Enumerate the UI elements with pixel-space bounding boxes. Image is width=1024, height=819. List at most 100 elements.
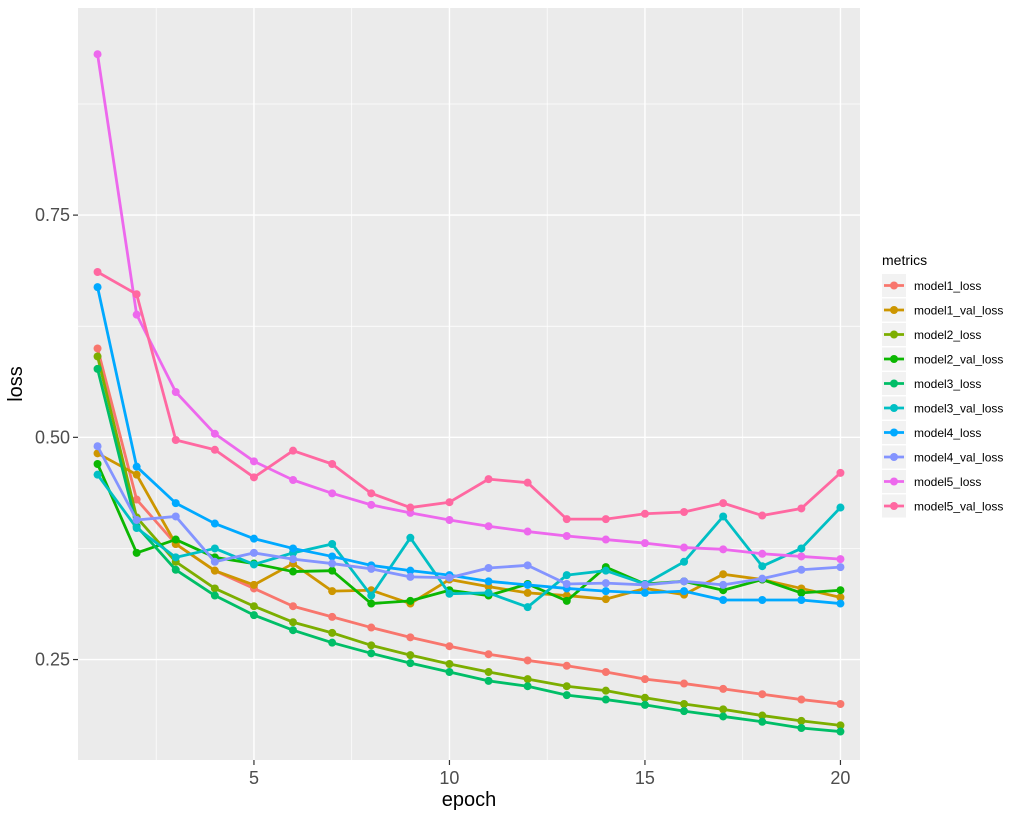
data-point <box>445 498 454 507</box>
data-point <box>719 512 728 521</box>
data-point <box>836 700 845 708</box>
data-point <box>171 553 180 562</box>
series-line <box>96 270 842 521</box>
data-point <box>484 588 493 597</box>
data-point <box>680 577 689 586</box>
legend-key-point <box>890 502 898 510</box>
data-point <box>210 445 219 454</box>
data-point <box>680 543 689 552</box>
data-point <box>719 596 728 604</box>
data-point <box>445 660 454 668</box>
y-axis-title: loss <box>5 366 27 402</box>
data-point <box>132 470 141 479</box>
data-point <box>484 577 493 586</box>
legend-label: model1_loss <box>914 279 981 293</box>
data-point <box>328 489 337 498</box>
data-point <box>484 650 493 659</box>
series-line <box>96 355 842 727</box>
data-point <box>601 579 610 588</box>
data-point <box>93 344 102 353</box>
data-point <box>445 589 454 598</box>
data-point <box>328 638 337 647</box>
data-point <box>93 283 102 292</box>
data-point <box>289 544 298 553</box>
data-point <box>797 504 806 513</box>
data-point <box>836 503 845 512</box>
data-point <box>249 580 258 589</box>
data-point <box>328 460 337 468</box>
data-point <box>328 587 337 596</box>
legend-label: model3_loss <box>914 377 981 391</box>
data-point <box>562 515 571 524</box>
data-point <box>445 516 454 524</box>
data-point <box>445 573 454 582</box>
data-point <box>523 656 532 665</box>
legend-item: model5_loss <box>882 470 981 493</box>
legend-label: model1_val_loss <box>914 304 1003 318</box>
data-point <box>601 535 610 544</box>
series-model3_loss <box>93 364 845 736</box>
data-point <box>719 705 728 714</box>
data-point <box>367 564 376 573</box>
data-point <box>445 668 454 676</box>
data-point <box>367 500 376 509</box>
x-tick-label: 10 <box>439 768 459 788</box>
data-point <box>836 599 845 608</box>
data-point <box>406 566 415 575</box>
data-point <box>836 468 845 477</box>
data-point <box>93 268 102 276</box>
data-point <box>210 584 219 593</box>
series-layer <box>93 50 845 736</box>
data-point <box>132 495 141 504</box>
data-point <box>484 668 493 676</box>
data-point <box>93 470 102 479</box>
data-point <box>562 682 571 691</box>
legend-item: model3_val_loss <box>882 396 1003 420</box>
data-point <box>171 499 180 508</box>
data-point <box>289 446 298 455</box>
legend-item: model1_loss <box>882 274 981 297</box>
data-point <box>367 489 376 498</box>
legend-key-point <box>890 453 898 461</box>
data-point <box>328 559 337 568</box>
data-point <box>132 290 141 299</box>
data-point <box>210 557 219 566</box>
data-point <box>406 633 415 642</box>
data-point <box>210 519 219 528</box>
data-point <box>836 555 845 564</box>
data-point <box>132 310 141 319</box>
data-point <box>719 570 728 579</box>
data-point <box>249 473 258 482</box>
legend: metrics model1_loss model1_val_loss model2… <box>882 252 1003 518</box>
legend-item: model2_loss <box>882 323 981 346</box>
x-axis-title: epoch <box>442 789 497 811</box>
data-point <box>758 562 767 571</box>
data-point <box>640 580 649 589</box>
data-point <box>249 611 258 620</box>
data-point <box>836 721 845 730</box>
data-point <box>367 649 376 658</box>
data-point <box>523 682 532 691</box>
data-point <box>640 700 649 709</box>
data-point <box>445 642 454 651</box>
data-point <box>601 515 610 524</box>
x-tick-label: 5 <box>249 768 259 788</box>
data-point <box>601 566 610 575</box>
data-point <box>289 626 298 635</box>
data-point <box>640 539 649 548</box>
data-point <box>523 561 532 570</box>
data-point <box>758 511 767 520</box>
legend-label: model2_val_loss <box>914 353 1003 367</box>
data-point <box>601 595 610 604</box>
data-point <box>406 651 415 660</box>
x-axis: 5 10 15 20 <box>249 760 850 788</box>
data-point <box>562 661 571 670</box>
plot-panel <box>78 8 860 760</box>
legend-key-point <box>890 355 898 363</box>
data-point <box>171 565 180 574</box>
legend-item: model3_loss <box>882 372 981 395</box>
data-point <box>328 552 337 561</box>
data-point <box>680 679 689 688</box>
data-point <box>484 564 493 572</box>
